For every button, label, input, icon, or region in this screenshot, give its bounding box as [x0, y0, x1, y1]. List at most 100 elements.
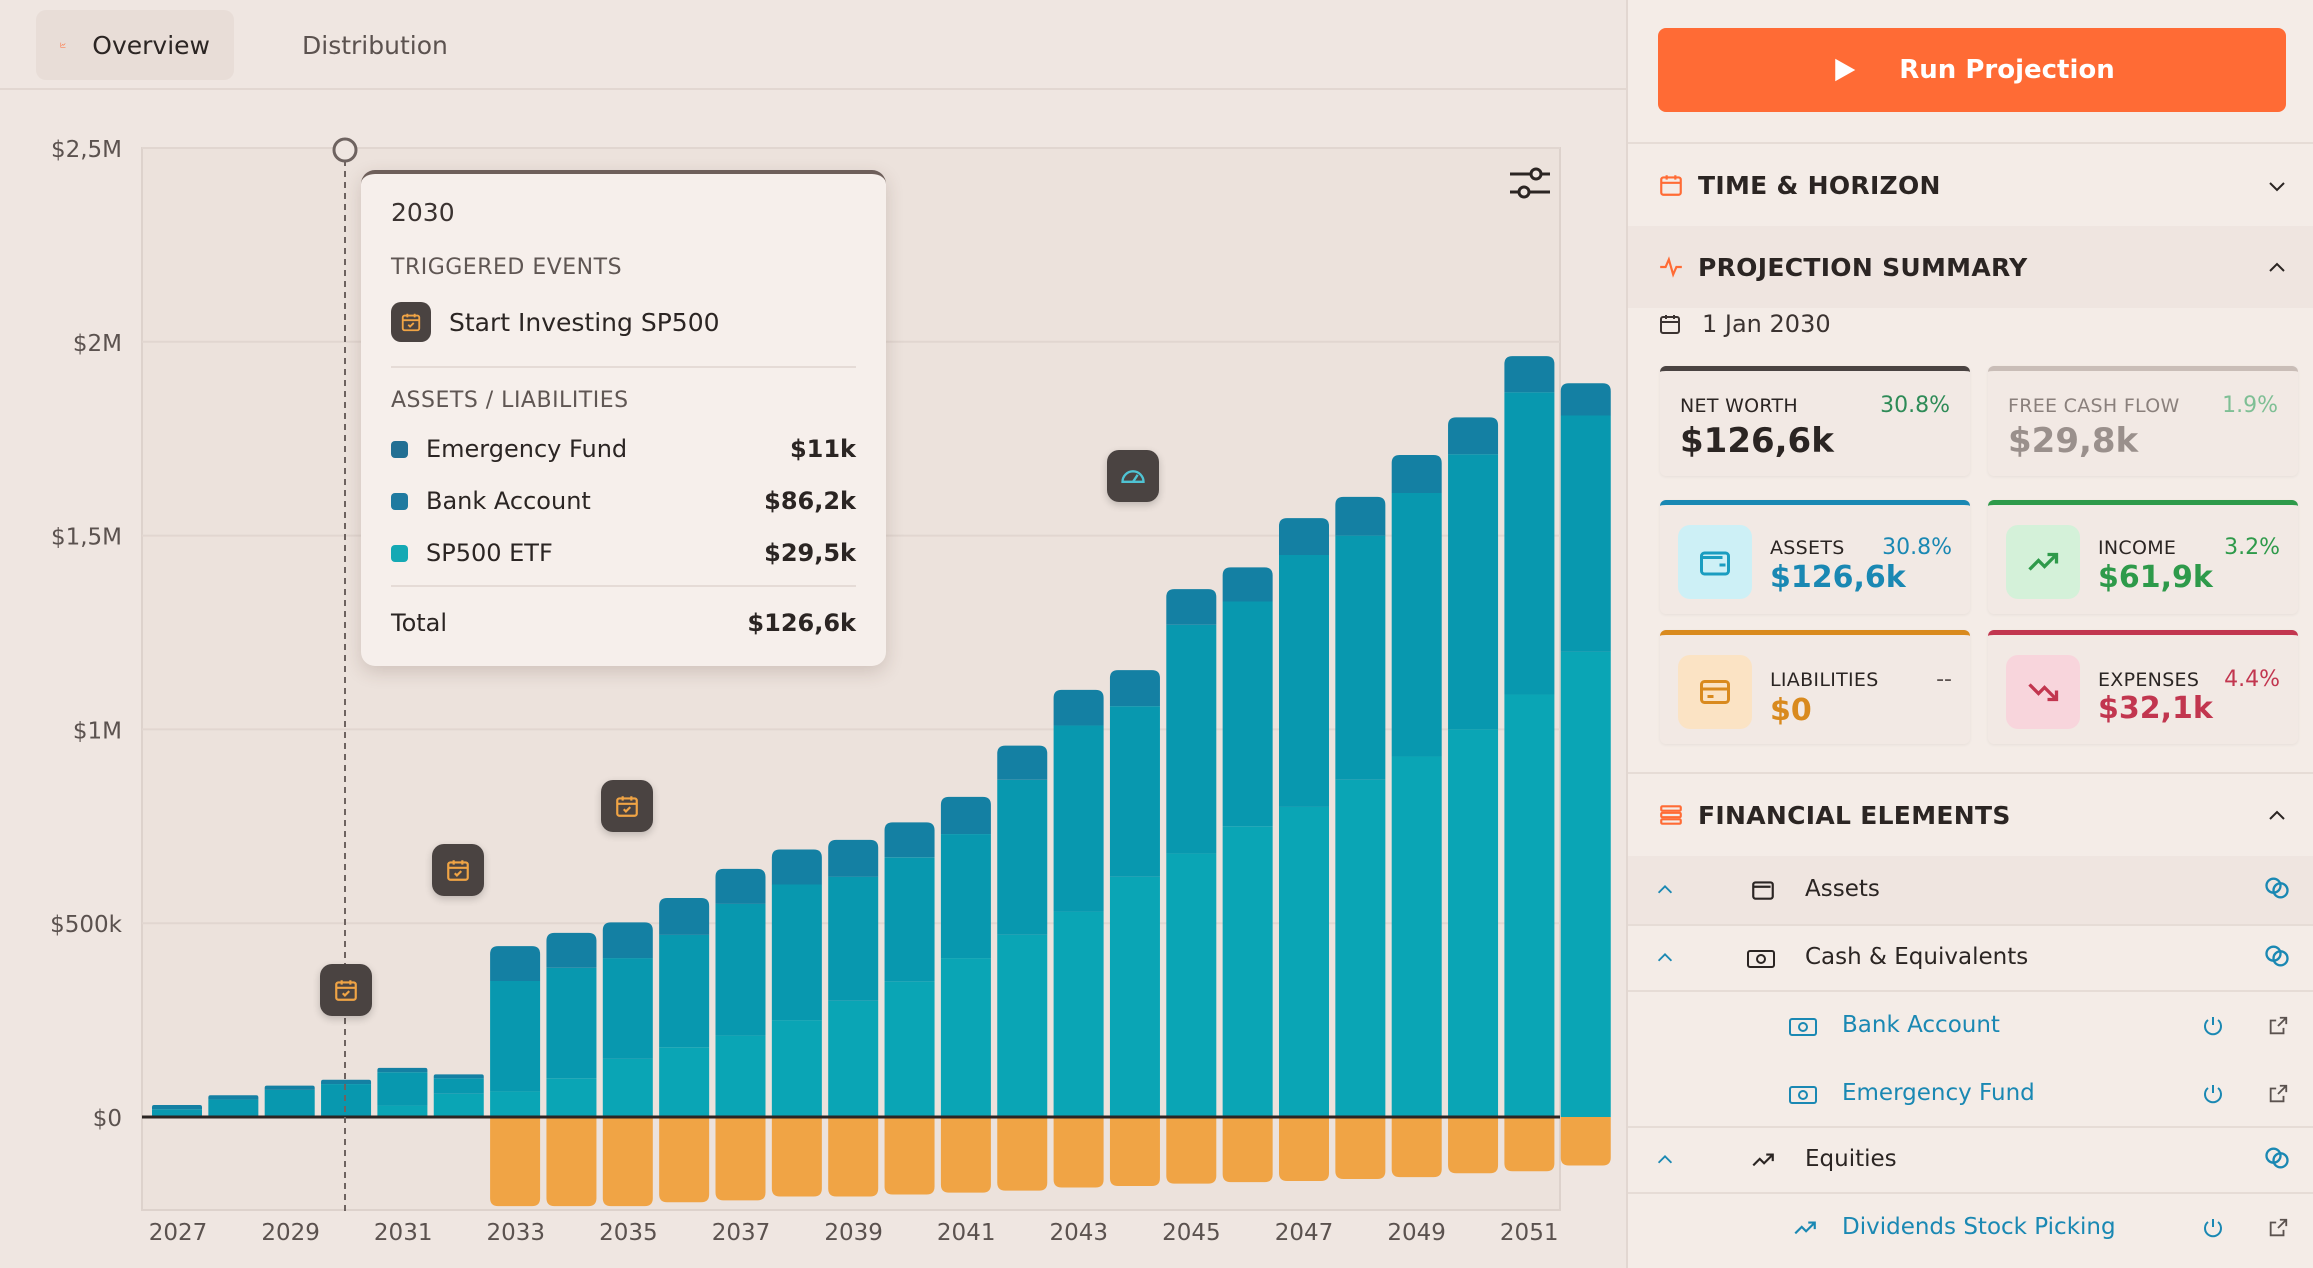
bar-segment-sp500-etf[interactable] — [1448, 729, 1499, 1117]
bar-segment-emergency-fund[interactable] — [264, 1085, 315, 1090]
bar-segment-bank-account[interactable] — [1109, 706, 1160, 877]
bar-segment-liabilities[interactable] — [1391, 1117, 1442, 1178]
bar-segment-bank-account[interactable] — [264, 1089, 315, 1117]
bar-segment-bank-account[interactable] — [1279, 554, 1329, 807]
chevron-down-icon[interactable] — [2265, 174, 2289, 198]
chart-settings-sliders-icon[interactable] — [1506, 160, 1554, 208]
bar-segment-bank-account[interactable] — [377, 1072, 428, 1106]
fe-row-bank-account[interactable]: Bank Account — [1628, 992, 2313, 1060]
bar-segment-sp500-etf[interactable] — [1222, 826, 1273, 1117]
chevron-up-icon[interactable] — [1654, 947, 1676, 969]
bar-segment-bank-account[interactable] — [1560, 415, 1611, 652]
bar-segment-bank-account[interactable] — [152, 1109, 202, 1117]
power-icon[interactable] — [2201, 1014, 2225, 1038]
run-projection-button[interactable]: Run Projection — [1658, 28, 2286, 112]
bar-segment-liabilities[interactable] — [546, 1117, 597, 1207]
bar-segment-emergency-fund[interactable] — [1335, 496, 1386, 536]
bar-segment-bank-account[interactable] — [602, 958, 653, 1059]
bar-segment-emergency-fund[interactable] — [828, 839, 879, 877]
section-time-horizon[interactable]: TIME & HORIZON — [1628, 144, 2313, 226]
bar-segment-liabilities[interactable] — [771, 1117, 822, 1197]
bar-segment-sp500-etf[interactable] — [659, 1047, 710, 1117]
bar-segment-sp500-etf[interactable] — [997, 934, 1048, 1117]
fe-row-emergency-fund[interactable]: Emergency Fund — [1628, 1060, 2313, 1128]
bar-segment-bank-account[interactable] — [1222, 601, 1273, 827]
bar-segment-sp500-etf[interactable] — [1335, 779, 1386, 1117]
bar-segment-emergency-fund[interactable] — [433, 1074, 484, 1079]
external-link-icon[interactable] — [2267, 1217, 2289, 1239]
bar-segment-bank-account[interactable] — [884, 857, 935, 982]
power-icon[interactable] — [2201, 1082, 2225, 1106]
bar-segment-sp500-etf[interactable] — [715, 1035, 766, 1117]
link-icon[interactable] — [2263, 942, 2291, 970]
bar-segment-emergency-fund[interactable] — [715, 868, 766, 904]
event-calendar-icon[interactable] — [601, 780, 653, 832]
bar-segment-bank-account[interactable] — [1053, 725, 1104, 912]
bar-segment-liabilities[interactable] — [1335, 1117, 1386, 1180]
bar-segment-emergency-fund[interactable] — [771, 849, 822, 885]
event-gauge-icon[interactable] — [1107, 450, 1159, 502]
bar-segment-liabilities[interactable] — [1109, 1117, 1160, 1186]
bar-segment-sp500-etf[interactable] — [1279, 806, 1329, 1117]
bar-segment-sp500-etf[interactable] — [490, 1091, 541, 1117]
bar-segment-liabilities[interactable] — [1053, 1117, 1104, 1188]
bar-segment-liabilities[interactable] — [1504, 1117, 1555, 1172]
bar-segment-bank-account[interactable] — [1448, 454, 1499, 730]
bar-segment-sp500-etf[interactable] — [602, 1058, 653, 1117]
section-projection-summary[interactable]: PROJECTION SUMMARY — [1628, 226, 2313, 308]
bar-segment-liabilities[interactable] — [1166, 1117, 1217, 1184]
bar-segment-emergency-fund[interactable] — [208, 1095, 259, 1100]
event-calendar-icon[interactable] — [320, 964, 372, 1016]
bar-segment-emergency-fund[interactable] — [940, 796, 991, 835]
bar-segment-liabilities[interactable] — [659, 1117, 710, 1203]
bar-segment-sp500-etf[interactable] — [546, 1078, 597, 1117]
bar-segment-bank-account[interactable] — [1504, 392, 1555, 695]
bar-segment-emergency-fund[interactable] — [490, 946, 541, 981]
external-link-icon[interactable] — [2267, 1083, 2289, 1105]
fe-label[interactable]: Dividends Stock Picking — [1842, 1214, 2116, 1240]
bar-segment-bank-account[interactable] — [1166, 624, 1217, 854]
chevron-up-icon[interactable] — [2265, 256, 2289, 280]
bar-segment-bank-account[interactable] — [997, 779, 1048, 935]
bar-segment-bank-account[interactable] — [546, 967, 597, 1079]
fe-row-cash-equivalents[interactable]: Cash & Equivalents — [1628, 924, 2313, 992]
bar-segment-sp500-etf[interactable] — [1560, 651, 1611, 1117]
bar-segment-bank-account[interactable] — [1335, 535, 1386, 780]
bar-segment-emergency-fund[interactable] — [152, 1104, 202, 1110]
bar-segment-emergency-fund[interactable] — [1222, 567, 1273, 602]
bar-segment-liabilities[interactable] — [828, 1117, 879, 1197]
power-icon[interactable] — [2201, 1216, 2225, 1240]
bar-segment-sp500-etf[interactable] — [377, 1105, 428, 1117]
bar-segment-sp500-etf[interactable] — [828, 1000, 879, 1117]
bar-segment-emergency-fund[interactable] — [1166, 589, 1217, 625]
bar-segment-bank-account[interactable] — [659, 934, 710, 1048]
bar-segment-emergency-fund[interactable] — [377, 1067, 428, 1073]
fe-label[interactable]: Emergency Fund — [1842, 1080, 2035, 1106]
tab-distribution[interactable]: Distribution — [252, 10, 462, 80]
bar-segment-bank-account[interactable] — [1391, 492, 1442, 757]
fe-label[interactable]: Bank Account — [1842, 1012, 2000, 1038]
chevron-up-icon[interactable] — [1654, 879, 1676, 901]
bar-segment-sp500-etf[interactable] — [1053, 911, 1104, 1117]
bar-segment-emergency-fund[interactable] — [1391, 454, 1442, 493]
bar-segment-bank-account[interactable] — [433, 1078, 484, 1094]
bar-segment-emergency-fund[interactable] — [1560, 383, 1611, 416]
hover-cursor-handle[interactable] — [332, 137, 358, 163]
bar-segment-emergency-fund[interactable] — [321, 1079, 372, 1085]
fe-row-dividends-stock-picking[interactable]: Dividends Stock Picking — [1628, 1194, 2313, 1262]
bar-segment-bank-account[interactable] — [828, 876, 879, 1001]
bar-segment-emergency-fund[interactable] — [1448, 417, 1499, 455]
bar-segment-liabilities[interactable] — [940, 1117, 991, 1193]
bar-segment-emergency-fund[interactable] — [884, 822, 935, 858]
bar-segment-liabilities[interactable] — [1448, 1117, 1499, 1174]
bar-segment-sp500-etf[interactable] — [884, 981, 935, 1117]
fe-row-equities[interactable]: Equities — [1628, 1126, 2313, 1194]
chevron-up-icon[interactable] — [1654, 1149, 1676, 1171]
bar-segment-bank-account[interactable] — [940, 834, 991, 959]
bar-segment-sp500-etf[interactable] — [433, 1093, 484, 1117]
bar-segment-emergency-fund[interactable] — [546, 932, 597, 968]
event-calendar-icon[interactable] — [432, 844, 484, 896]
bar-segment-liabilities[interactable] — [602, 1117, 653, 1207]
link-icon[interactable] — [2263, 874, 2291, 902]
bar-segment-liabilities[interactable] — [884, 1117, 935, 1195]
